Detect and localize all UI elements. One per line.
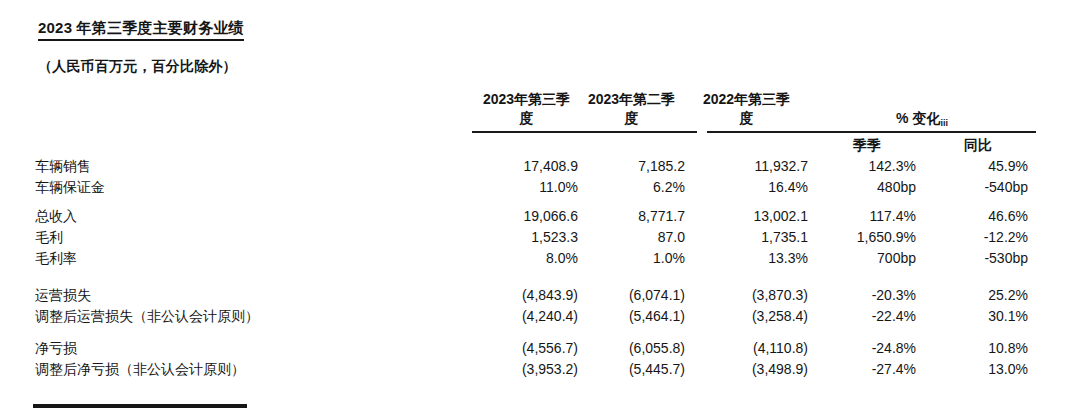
cell-yoy: 46.6% — [916, 206, 1036, 227]
cell-q3-2023: (3,953.2) — [475, 359, 578, 380]
table-row-net-loss: 净亏损 (4,556.7) (6,055.8) (4,110.8) -24.8%… — [35, 338, 1036, 359]
cell-q3-2022: 13,002.1 — [685, 206, 808, 227]
cell-q2-2023: (6,074.1) — [578, 285, 685, 306]
row-label: 总收入 — [35, 206, 475, 227]
cell-qoq: -22.4% — [808, 306, 916, 327]
cell-q3-2023: (4,556.7) — [475, 338, 578, 359]
table-row-gross-profit: 毛利 1,523.3 87.0 1,735.1 1,650.9% -12.2% — [35, 227, 1036, 248]
cell-q2-2023: 7,185.2 — [578, 156, 685, 177]
row-label: 毛利 — [35, 227, 475, 248]
pct-change-footnote-sup: iii — [940, 119, 948, 128]
cell-q3-2022: (3,258.4) — [685, 306, 808, 327]
cell-q3-2022: (3,498.9) — [685, 359, 808, 380]
cell-q3-2022: (3,870.3) — [685, 285, 808, 306]
cell-q3-2022: 11,932.7 — [685, 156, 808, 177]
cell-qoq: 480bp — [808, 177, 916, 198]
cell-q3-2022: (4,110.8) — [685, 338, 808, 359]
row-label: 车辆保证金 — [35, 177, 475, 198]
rule-under-2022-and-change-columns — [707, 131, 1036, 133]
cell-yoy: 30.1% — [916, 306, 1036, 327]
cell-qoq: 700bp — [808, 248, 916, 269]
page-title: 2023 年第三季度主要财务业绩 — [38, 18, 244, 41]
cell-yoy: -540bp — [916, 177, 1036, 198]
cell-q3-2023: (4,843.9) — [475, 285, 578, 306]
table-row-vehicle-margin: 车辆保证金 11.0% 6.2% 16.4% 480bp -540bp — [35, 177, 1036, 198]
row-label: 净亏损 — [35, 338, 475, 359]
financial-table: 2023年第三季 度 2023年第二季 度 2022年第三季 度 % 变化iii… — [35, 90, 1036, 380]
cell-yoy: -530bp — [916, 248, 1036, 269]
col-header-2022-q3: 2022年第三季 度 — [685, 90, 808, 128]
header-rules — [35, 131, 1036, 133]
page-subtitle: （人民币百万元，百分比除外） — [38, 58, 237, 76]
cell-q3-2023: 11.0% — [475, 177, 578, 198]
table-header-row: 2023年第三季 度 2023年第二季 度 2022年第三季 度 % 变化iii — [35, 90, 1036, 128]
col-header-pct-change: % 变化iii — [808, 90, 1036, 128]
cell-q3-2023: (4,240.4) — [475, 306, 578, 327]
subheader-qoq: 季季 — [808, 136, 916, 154]
header-spacer — [35, 90, 475, 128]
cell-q3-2022: 13.3% — [685, 248, 808, 269]
table-row-total-revenue: 总收入 19,066.6 8,771.7 13,002.1 117.4% 46.… — [35, 206, 1036, 227]
cell-qoq: 142.3% — [808, 156, 916, 177]
cell-yoy: 13.0% — [916, 359, 1036, 380]
cell-q2-2023: 6.2% — [578, 177, 685, 198]
cell-q3-2023: 8.0% — [475, 248, 578, 269]
cell-q2-2023: (5,445.7) — [578, 359, 685, 380]
cell-qoq: -24.8% — [808, 338, 916, 359]
table-row-adjusted-net-loss: 调整后净亏损（非公认会计原则） (3,953.2) (5,445.7) (3,4… — [35, 359, 1036, 380]
table-row-vehicle-sales: 车辆销售 17,408.9 7,185.2 11,932.7 142.3% 45… — [35, 156, 1036, 177]
rule-under-2023-columns — [472, 131, 697, 133]
row-label: 运营损失 — [35, 285, 475, 306]
row-label: 调整后运营损失（非公认会计原则） — [35, 306, 475, 327]
subheader-yoy: 同比 — [916, 136, 1036, 154]
table-row-adjusted-operating-loss: 调整后运营损失（非公认会计原则） (4,240.4) (5,464.1) (3,… — [35, 306, 1036, 327]
cell-q3-2022: 16.4% — [685, 177, 808, 198]
cell-q3-2023: 17,408.9 — [475, 156, 578, 177]
row-label: 毛利率 — [35, 248, 475, 269]
change-subheader-row: 季季 同比 — [35, 136, 1036, 154]
cell-qoq: -20.3% — [808, 285, 916, 306]
cell-q2-2023: 8,771.7 — [578, 206, 685, 227]
table-row-gross-margin: 毛利率 8.0% 1.0% 13.3% 700bp -530bp — [35, 248, 1036, 269]
table-body: 车辆销售 17,408.9 7,185.2 11,932.7 142.3% 45… — [35, 156, 1036, 380]
col-header-2023-q3: 2023年第三季 度 — [475, 90, 578, 128]
cell-qoq: -27.4% — [808, 359, 916, 380]
col-header-2023-q2: 2023年第二季 度 — [578, 90, 685, 128]
cell-qoq: 117.4% — [808, 206, 916, 227]
cell-qoq: 1,650.9% — [808, 227, 916, 248]
cutoff-next-section-text — [33, 404, 247, 408]
cell-yoy: 10.8% — [916, 338, 1036, 359]
cell-q2-2023: (5,464.1) — [578, 306, 685, 327]
cell-q3-2023: 1,523.3 — [475, 227, 578, 248]
row-label: 车辆销售 — [35, 156, 475, 177]
cell-q2-2023: (6,055.8) — [578, 338, 685, 359]
cell-yoy: -12.2% — [916, 227, 1036, 248]
cell-q3-2023: 19,066.6 — [475, 206, 578, 227]
financial-results-page: 2023 年第三季度主要财务业绩 （人民币百万元，百分比除外） 2023年第三季… — [0, 0, 1080, 408]
cell-yoy: 45.9% — [916, 156, 1036, 177]
cell-q2-2023: 1.0% — [578, 248, 685, 269]
row-label: 调整后净亏损（非公认会计原则） — [35, 359, 475, 380]
cell-q2-2023: 87.0 — [578, 227, 685, 248]
cell-yoy: 25.2% — [916, 285, 1036, 306]
table-row-operating-loss: 运营损失 (4,843.9) (6,074.1) (3,870.3) -20.3… — [35, 285, 1036, 306]
cell-q3-2022: 1,735.1 — [685, 227, 808, 248]
pct-change-label: % 变化 — [896, 109, 940, 128]
